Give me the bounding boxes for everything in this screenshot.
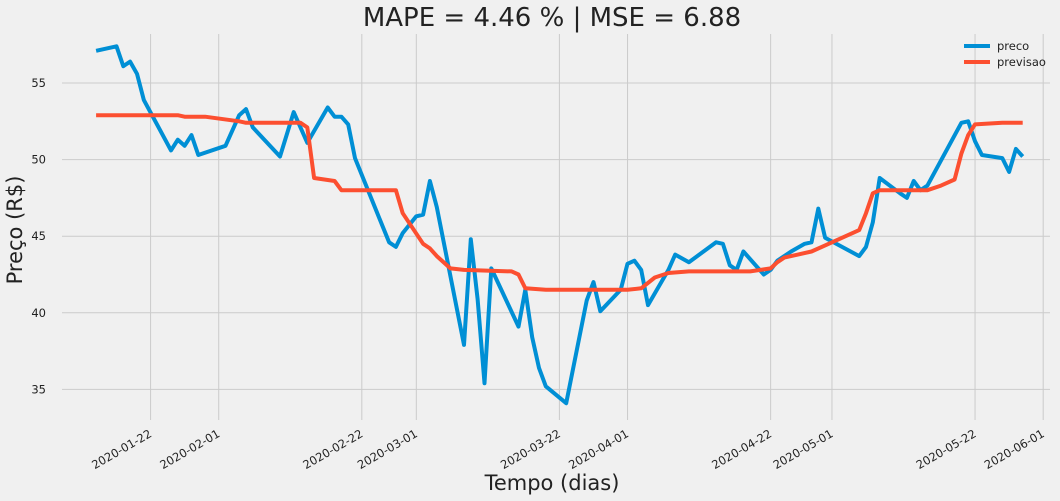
y-tick-label: 55 [31, 76, 46, 90]
x-tick-label: 2020-04-01 [566, 426, 631, 472]
x-tick-label: 2020-06-01 [982, 426, 1047, 472]
x-tick-label: 2020-05-22 [914, 426, 979, 472]
series-line-previsao [96, 113, 1023, 292]
x-tick-label: 2020-04-22 [709, 426, 774, 472]
y-tick-label: 40 [31, 306, 46, 320]
x-ticks: 2020-01-22 2020-02-01 2020-02-222020-03-01… [89, 426, 1046, 472]
chart-title: MAPE = 4.46 % | MSE = 6.88 [363, 3, 741, 33]
y-tick-label: 45 [31, 229, 46, 243]
y-tick-label: 35 [31, 382, 46, 396]
x-tick-label: 2020-03-22 [498, 426, 563, 472]
x-tick-label: 2020-02-01 [157, 426, 222, 472]
x-tick-label: 2020-03-01 [355, 426, 420, 472]
grid [62, 34, 1050, 420]
y-ticks: 35 40 45 50 55 [31, 76, 46, 396]
series-line-preco [95, 44, 1025, 406]
series-layer [95, 44, 1025, 406]
legend-label-previsao: previsao [997, 55, 1046, 69]
x-tick-label: 2020-01-22 [89, 426, 154, 472]
y-tick-label: 50 [31, 153, 46, 167]
y-axis-label: Preço (R$) [3, 176, 27, 285]
legend-label-preco: preco [997, 39, 1029, 53]
x-tick-label: 2020-02-22 [300, 426, 365, 472]
legend: preco previsao [964, 39, 1046, 69]
x-tick-label: 2020-05-01 [771, 426, 836, 472]
x-axis-label: Tempo (dias) [484, 471, 620, 495]
